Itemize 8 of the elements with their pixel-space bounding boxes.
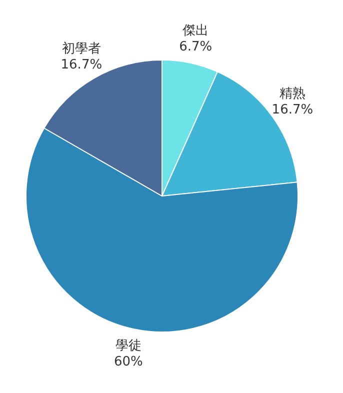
data-label: 16.7% bbox=[272, 102, 314, 118]
slice-label: 初學者 bbox=[62, 42, 101, 57]
slice-label: 精熟 bbox=[279, 86, 306, 102]
slice-label: 學徒 bbox=[115, 338, 142, 354]
data-label: 16.7% bbox=[60, 58, 102, 73]
data-label: 60% bbox=[114, 354, 143, 370]
data-label: 6.7% bbox=[179, 40, 212, 55]
slice-label: 傑出 bbox=[182, 24, 209, 39]
